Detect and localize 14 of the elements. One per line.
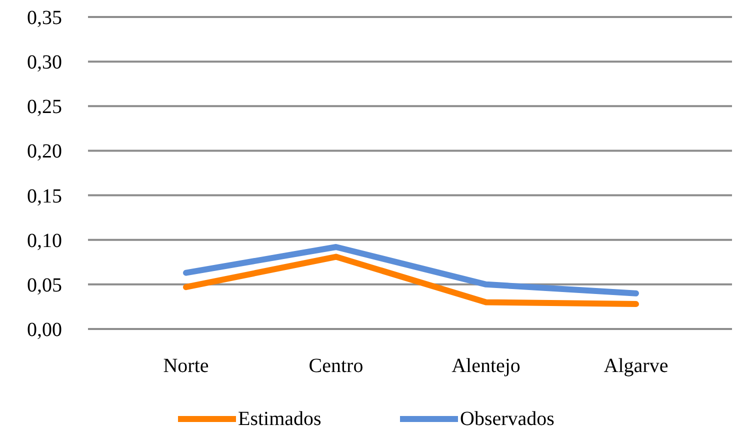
y-tick-label: 0,10 (27, 230, 62, 252)
x-tick-label: Centro (308, 355, 364, 377)
x-tick-label: Algarve (604, 355, 668, 377)
x-tick-label: Alentejo (452, 355, 520, 377)
y-tick-label: 0,35 (27, 7, 62, 29)
y-tick-label: 0,05 (27, 274, 62, 296)
x-tick-label: Norte (163, 355, 209, 377)
legend-label: Observados (460, 408, 555, 430)
legend-label: Estimados (238, 408, 322, 430)
y-tick-label: 0,20 (27, 140, 62, 163)
y-tick-label: 0,25 (27, 96, 62, 118)
y-tick-label: 0,15 (27, 185, 62, 208)
y-tick-label: 0,00 (27, 319, 62, 341)
y-tick-label: 0,30 (27, 52, 62, 74)
